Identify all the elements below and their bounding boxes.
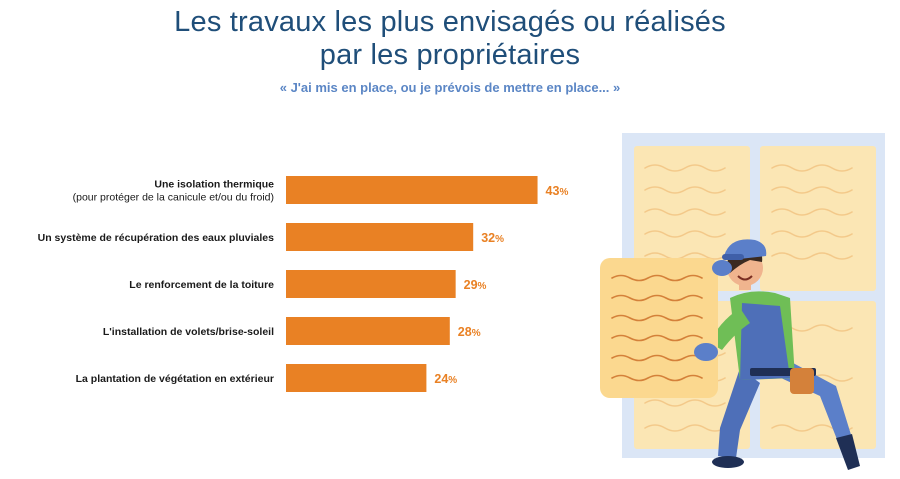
category-label-5: La plantation de végétation en extérieur: [76, 373, 274, 385]
value-label-1: 43%: [546, 184, 569, 198]
insulation-panel-held: [600, 258, 718, 398]
chart-title-line-1: Les travaux les plus envisagés ou réalis…: [174, 6, 726, 38]
worker-figure: [710, 239, 860, 470]
panel-fibers: [611, 274, 703, 382]
category-label-3: Le renforcement de la toiture: [129, 279, 274, 291]
bar-chart: Une isolation thermique (pour protéger de…: [38, 176, 569, 392]
category-label-4: L'installation de volets/brise-soleil: [103, 326, 274, 338]
value-label-5: 24%: [434, 372, 457, 386]
chart-title: Les travaux les plus envisagés ou réalis…: [0, 6, 900, 72]
worker-illustration: [600, 133, 885, 470]
glove-top: [712, 260, 732, 276]
category-label-1: Une isolation thermique (pour protéger de…: [73, 179, 275, 204]
chart-subtitle: « J'ai mis en place, ou je prévois de me…: [279, 80, 621, 95]
insulation-pane-top-right: [760, 146, 876, 291]
bar-3: [286, 270, 456, 298]
chart-title-line-2: par les propriétaires: [319, 39, 581, 71]
bar-2: [286, 223, 474, 251]
bar-5: [286, 364, 427, 392]
bar-1: [286, 176, 538, 204]
bar-4: [286, 317, 450, 345]
value-label-2: 32%: [481, 231, 504, 245]
value-label-3: 29%: [464, 278, 487, 292]
value-label-4: 28%: [458, 325, 481, 339]
glove-bottom: [694, 343, 718, 361]
category-label-2: Un système de récupération des eaux pluv…: [38, 232, 275, 244]
